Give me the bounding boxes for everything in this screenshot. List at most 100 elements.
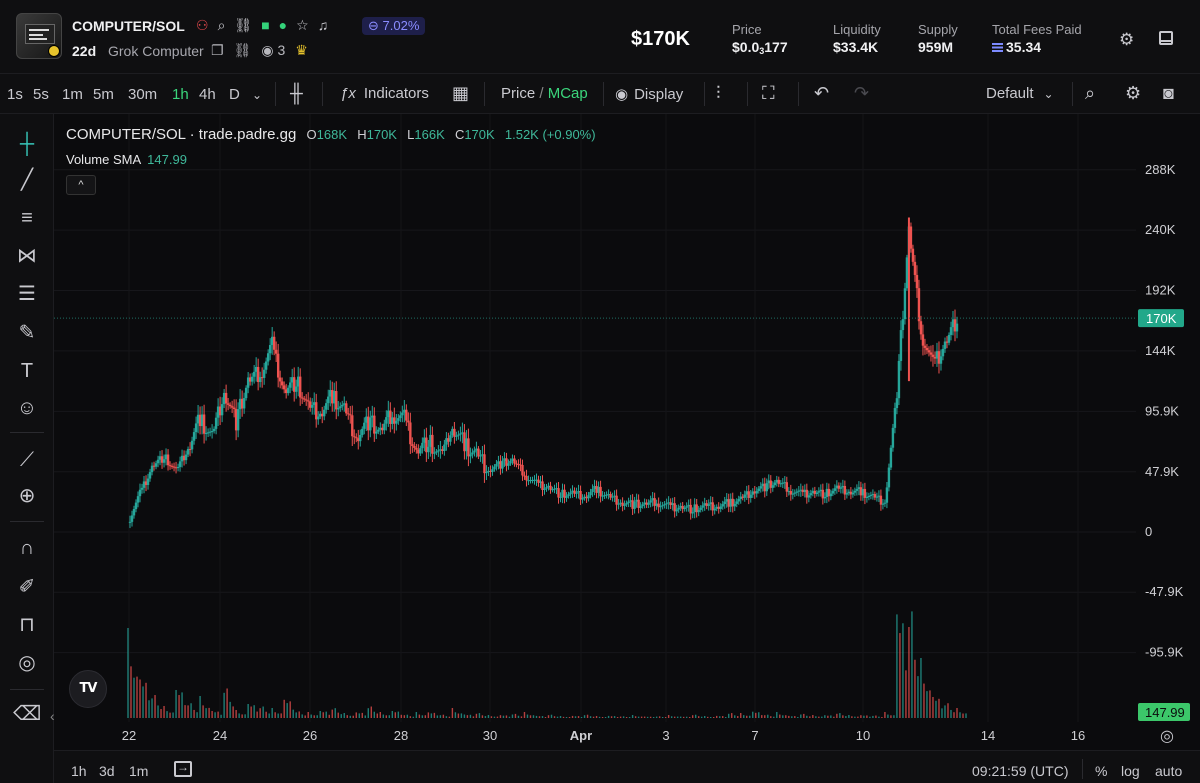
crosshair-icon[interactable]: ┼: [19, 133, 35, 155]
volume-bar: [842, 715, 844, 718]
volume-sma-value: 147.99: [147, 152, 187, 167]
volume-bar: [322, 712, 324, 718]
fib-levels-icon[interactable]: ☰: [18, 283, 36, 305]
text-tool-icon[interactable]: T: [20, 360, 34, 382]
hide-eye-icon[interactable]: ◎: [18, 652, 36, 674]
fullscreen-icon[interactable]: ⛶: [762, 83, 775, 103]
trendline-icon[interactable]: ╱: [20, 169, 34, 191]
volume-bar: [253, 705, 255, 718]
pattern-icon[interactable]: ⋈: [17, 245, 37, 267]
timeframe-5s[interactable]: 5s: [33, 86, 49, 103]
templates-grid-icon[interactable]: ▦: [452, 83, 470, 103]
range-1m[interactable]: 1m: [129, 763, 149, 779]
brush-icon[interactable]: ✎: [18, 322, 36, 344]
volume-bar: [574, 716, 577, 718]
alien-icon[interactable]: ●: [278, 17, 288, 33]
stat-label: Price: [732, 22, 762, 37]
candle-body: [236, 409, 240, 431]
candle-body: [307, 400, 310, 402]
candle-body: [351, 415, 354, 437]
candle-body: [347, 413, 350, 415]
range-1h[interactable]: 1h: [71, 763, 87, 779]
candle-body: [309, 401, 312, 408]
volume-bar: [385, 715, 388, 718]
candle-type-icon[interactable]: ╫: [290, 83, 303, 103]
candle-body: [823, 496, 827, 499]
lock-drawing-icon[interactable]: ✐: [18, 576, 36, 598]
settings-gear-icon[interactable]: ⚙: [1119, 30, 1135, 49]
search-icon[interactable]: ⌕: [1085, 83, 1096, 103]
volume-bar: [812, 715, 814, 718]
volume-bar: [319, 711, 321, 718]
candle-body: [569, 492, 572, 495]
timeframe-1h[interactable]: 1h: [172, 86, 189, 103]
settings-sliders-icon[interactable]: ⫶: [716, 83, 721, 103]
scroll-left-chevron-icon[interactable]: ‹: [50, 708, 55, 724]
volume-bar: [373, 711, 375, 718]
volume-bar: [532, 715, 535, 718]
volume-bar: [136, 676, 138, 718]
auto-toggle[interactable]: auto: [1155, 763, 1183, 779]
volume-bar: [478, 713, 481, 718]
volume-bar: [830, 715, 832, 718]
date-range-icon[interactable]: [174, 760, 192, 777]
token-logo[interactable]: [16, 13, 62, 59]
timeframe-5m[interactable]: 5m: [93, 86, 114, 103]
x-tick-label: 16: [1071, 728, 1085, 743]
timeframe-1s[interactable]: 1s: [7, 86, 23, 103]
star-icon[interactable]: ☆: [296, 17, 309, 33]
trophy-icon[interactable]: ♛: [295, 42, 308, 58]
timeframe-d[interactable]: D: [229, 86, 240, 103]
link-icon[interactable]: ⛓: [233, 42, 252, 58]
candle-body: [777, 479, 780, 484]
indicators-button[interactable]: ƒx Indicators: [340, 85, 429, 102]
candle-body: [819, 489, 823, 492]
zoom-in-icon[interactable]: ⊕: [18, 485, 36, 507]
timeframe-dropdown-chevron-down-icon[interactable]: ⌄: [252, 88, 263, 102]
candle-body: [397, 418, 400, 421]
bot-icon[interactable]: ■: [261, 17, 270, 33]
tradingview-logo[interactable]: TV: [69, 670, 107, 708]
search-icon[interactable]: ⌕: [217, 17, 226, 33]
timeframe-1m[interactable]: 1m: [62, 86, 83, 103]
collapse-legend-button[interactable]: ^: [66, 175, 96, 195]
log-toggle[interactable]: log: [1121, 763, 1140, 779]
layout-select[interactable]: Default ⌄: [986, 85, 1054, 102]
candle-body: [919, 321, 923, 335]
volume-bar: [307, 712, 309, 718]
undo-icon[interactable]: ↶: [814, 83, 830, 103]
link-icon[interactable]: ⛓: [234, 17, 253, 33]
candle-body: [499, 461, 502, 469]
chart-settings-gear-icon[interactable]: ⚙: [1125, 83, 1142, 103]
panel-toggle-icon[interactable]: [1159, 31, 1173, 45]
candle-body: [403, 409, 406, 413]
price-chart[interactable]: 288K 240K 192K 144K 95.9K 47.9K 0 -47.9K -95.9K 1…: [54, 114, 1200, 750]
display-button[interactable]: ◉ Display: [615, 86, 684, 103]
bell-icon[interactable]: ♫: [317, 17, 329, 33]
y-tick-label: 47.9K: [1145, 464, 1179, 479]
volume-bar: [295, 712, 297, 718]
candle-body: [471, 452, 474, 455]
emoji-icon[interactable]: ☺: [16, 397, 38, 419]
y-tick-label: 240K: [1145, 222, 1176, 237]
copy-icon[interactable]: ❐: [211, 42, 224, 58]
utc-clock[interactable]: 09:21:59 (UTC): [972, 763, 1069, 779]
timeframe-30m[interactable]: 30m: [128, 86, 158, 103]
magnet-icon[interactable]: ∩: [19, 537, 35, 559]
price-mcap-toggle[interactable]: Price / MCap: [501, 85, 588, 102]
ruler-icon[interactable]: ⟋: [20, 449, 34, 471]
timeframe-4h[interactable]: 4h: [199, 86, 216, 103]
candle-body: [519, 464, 522, 466]
range-3d[interactable]: 3d: [99, 763, 115, 779]
candle-body: [142, 481, 146, 488]
volume-bar: [337, 712, 339, 718]
volume-bar: [442, 714, 445, 718]
volume-bar: [746, 715, 748, 718]
unlock-icon[interactable]: ⊓: [19, 614, 35, 636]
percent-toggle[interactable]: %: [1095, 763, 1108, 779]
chart-area[interactable]: 288K 240K 192K 144K 95.9K 47.9K 0 -47.9K -95.9K 1…: [50, 114, 1200, 745]
camera-icon[interactable]: ◙: [1163, 83, 1174, 103]
people-icon[interactable]: ⚇: [196, 17, 209, 33]
trash-icon[interactable]: ⌫: [13, 703, 42, 725]
horizontal-lines-icon[interactable]: ≡: [21, 207, 33, 229]
